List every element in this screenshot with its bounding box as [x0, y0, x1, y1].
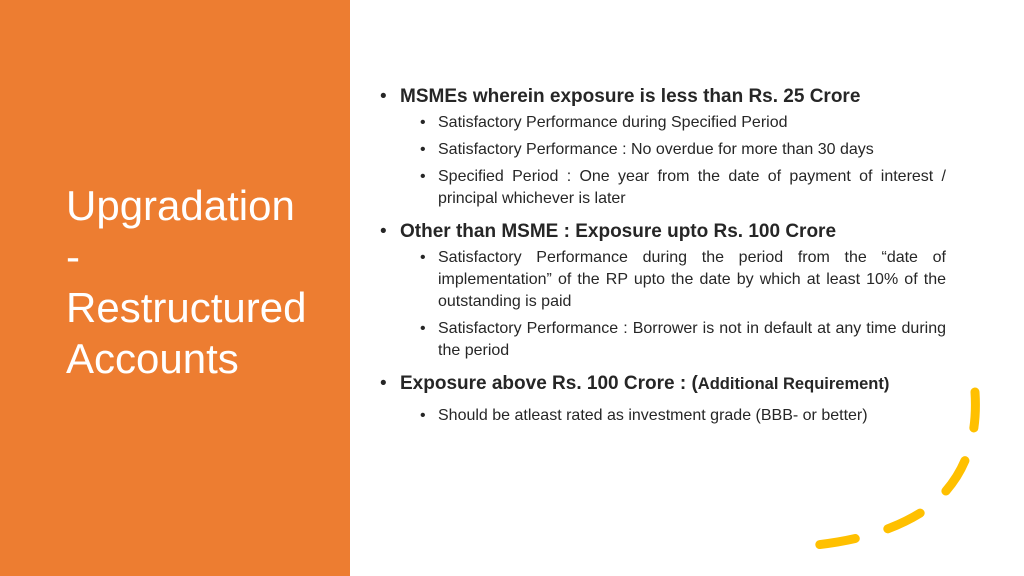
bullet-icon: •: [380, 86, 387, 107]
title-line: -: [66, 233, 80, 280]
sub-bullet-text: Satisfactory Performance during Specifie…: [438, 114, 788, 131]
bullet-icon: •: [420, 249, 426, 266]
bullet-text: Other than MSME : Exposure upto Rs. 100 …: [400, 221, 837, 242]
bullet-text: MSMEs wherein exposure is less than Rs. …: [400, 86, 861, 107]
bullet-icon: •: [420, 168, 426, 185]
bullet-list: • MSMEs wherein exposure is less than Rs…: [380, 84, 946, 432]
bullet-msme: • MSMEs wherein exposure is less than Rs…: [380, 84, 946, 110]
sub-bullet: • Should be atleast rated as investment …: [380, 405, 946, 427]
bullet-icon: •: [380, 221, 387, 242]
sub-bullet-text: Satisfactory Performance : No overdue fo…: [438, 141, 874, 158]
sub-bullet: • Satisfactory Performance during Specif…: [380, 112, 946, 134]
sub-bullet: • Specified Period : One year from the d…: [380, 166, 946, 210]
sub-bullet-text: Specified Period : One year from the dat…: [438, 168, 946, 207]
bullet-icon: •: [420, 114, 426, 131]
sub-bullet: • Satisfactory Performance : No overdue …: [380, 139, 946, 161]
sub-bullet: • Satisfactory Performance : Borrower is…: [380, 318, 946, 362]
bullet-icon: •: [420, 407, 426, 424]
sub-bullet-text: Should be atleast rated as investment gr…: [438, 407, 868, 424]
bullet-icon: •: [380, 373, 387, 394]
bullet-icon: •: [420, 141, 426, 158]
sub-bullet-text: Satisfactory Performance during the peri…: [438, 249, 946, 310]
title-line: Upgradation: [66, 182, 295, 229]
bullet-other-than-msme: • Other than MSME : Exposure upto Rs. 10…: [380, 219, 946, 245]
title-panel: [0, 0, 350, 576]
title-line: Accounts: [66, 335, 239, 382]
sub-bullet: • Satisfactory Performance during the pe…: [380, 247, 946, 313]
title-line: Restructured: [66, 284, 307, 331]
bullet-text-small: Additional Requirement): [697, 375, 890, 393]
bullet-exposure-above: • Exposure above Rs. 100 Crore : (Additi…: [380, 371, 946, 397]
bullet-text: Exposure above Rs. 100 Crore : (: [400, 373, 698, 394]
sub-bullet-text: Satisfactory Performance : Borrower is n…: [438, 320, 946, 359]
slide-title: Upgradation - Restructured Accounts: [66, 180, 336, 384]
bullet-icon: •: [420, 320, 426, 337]
